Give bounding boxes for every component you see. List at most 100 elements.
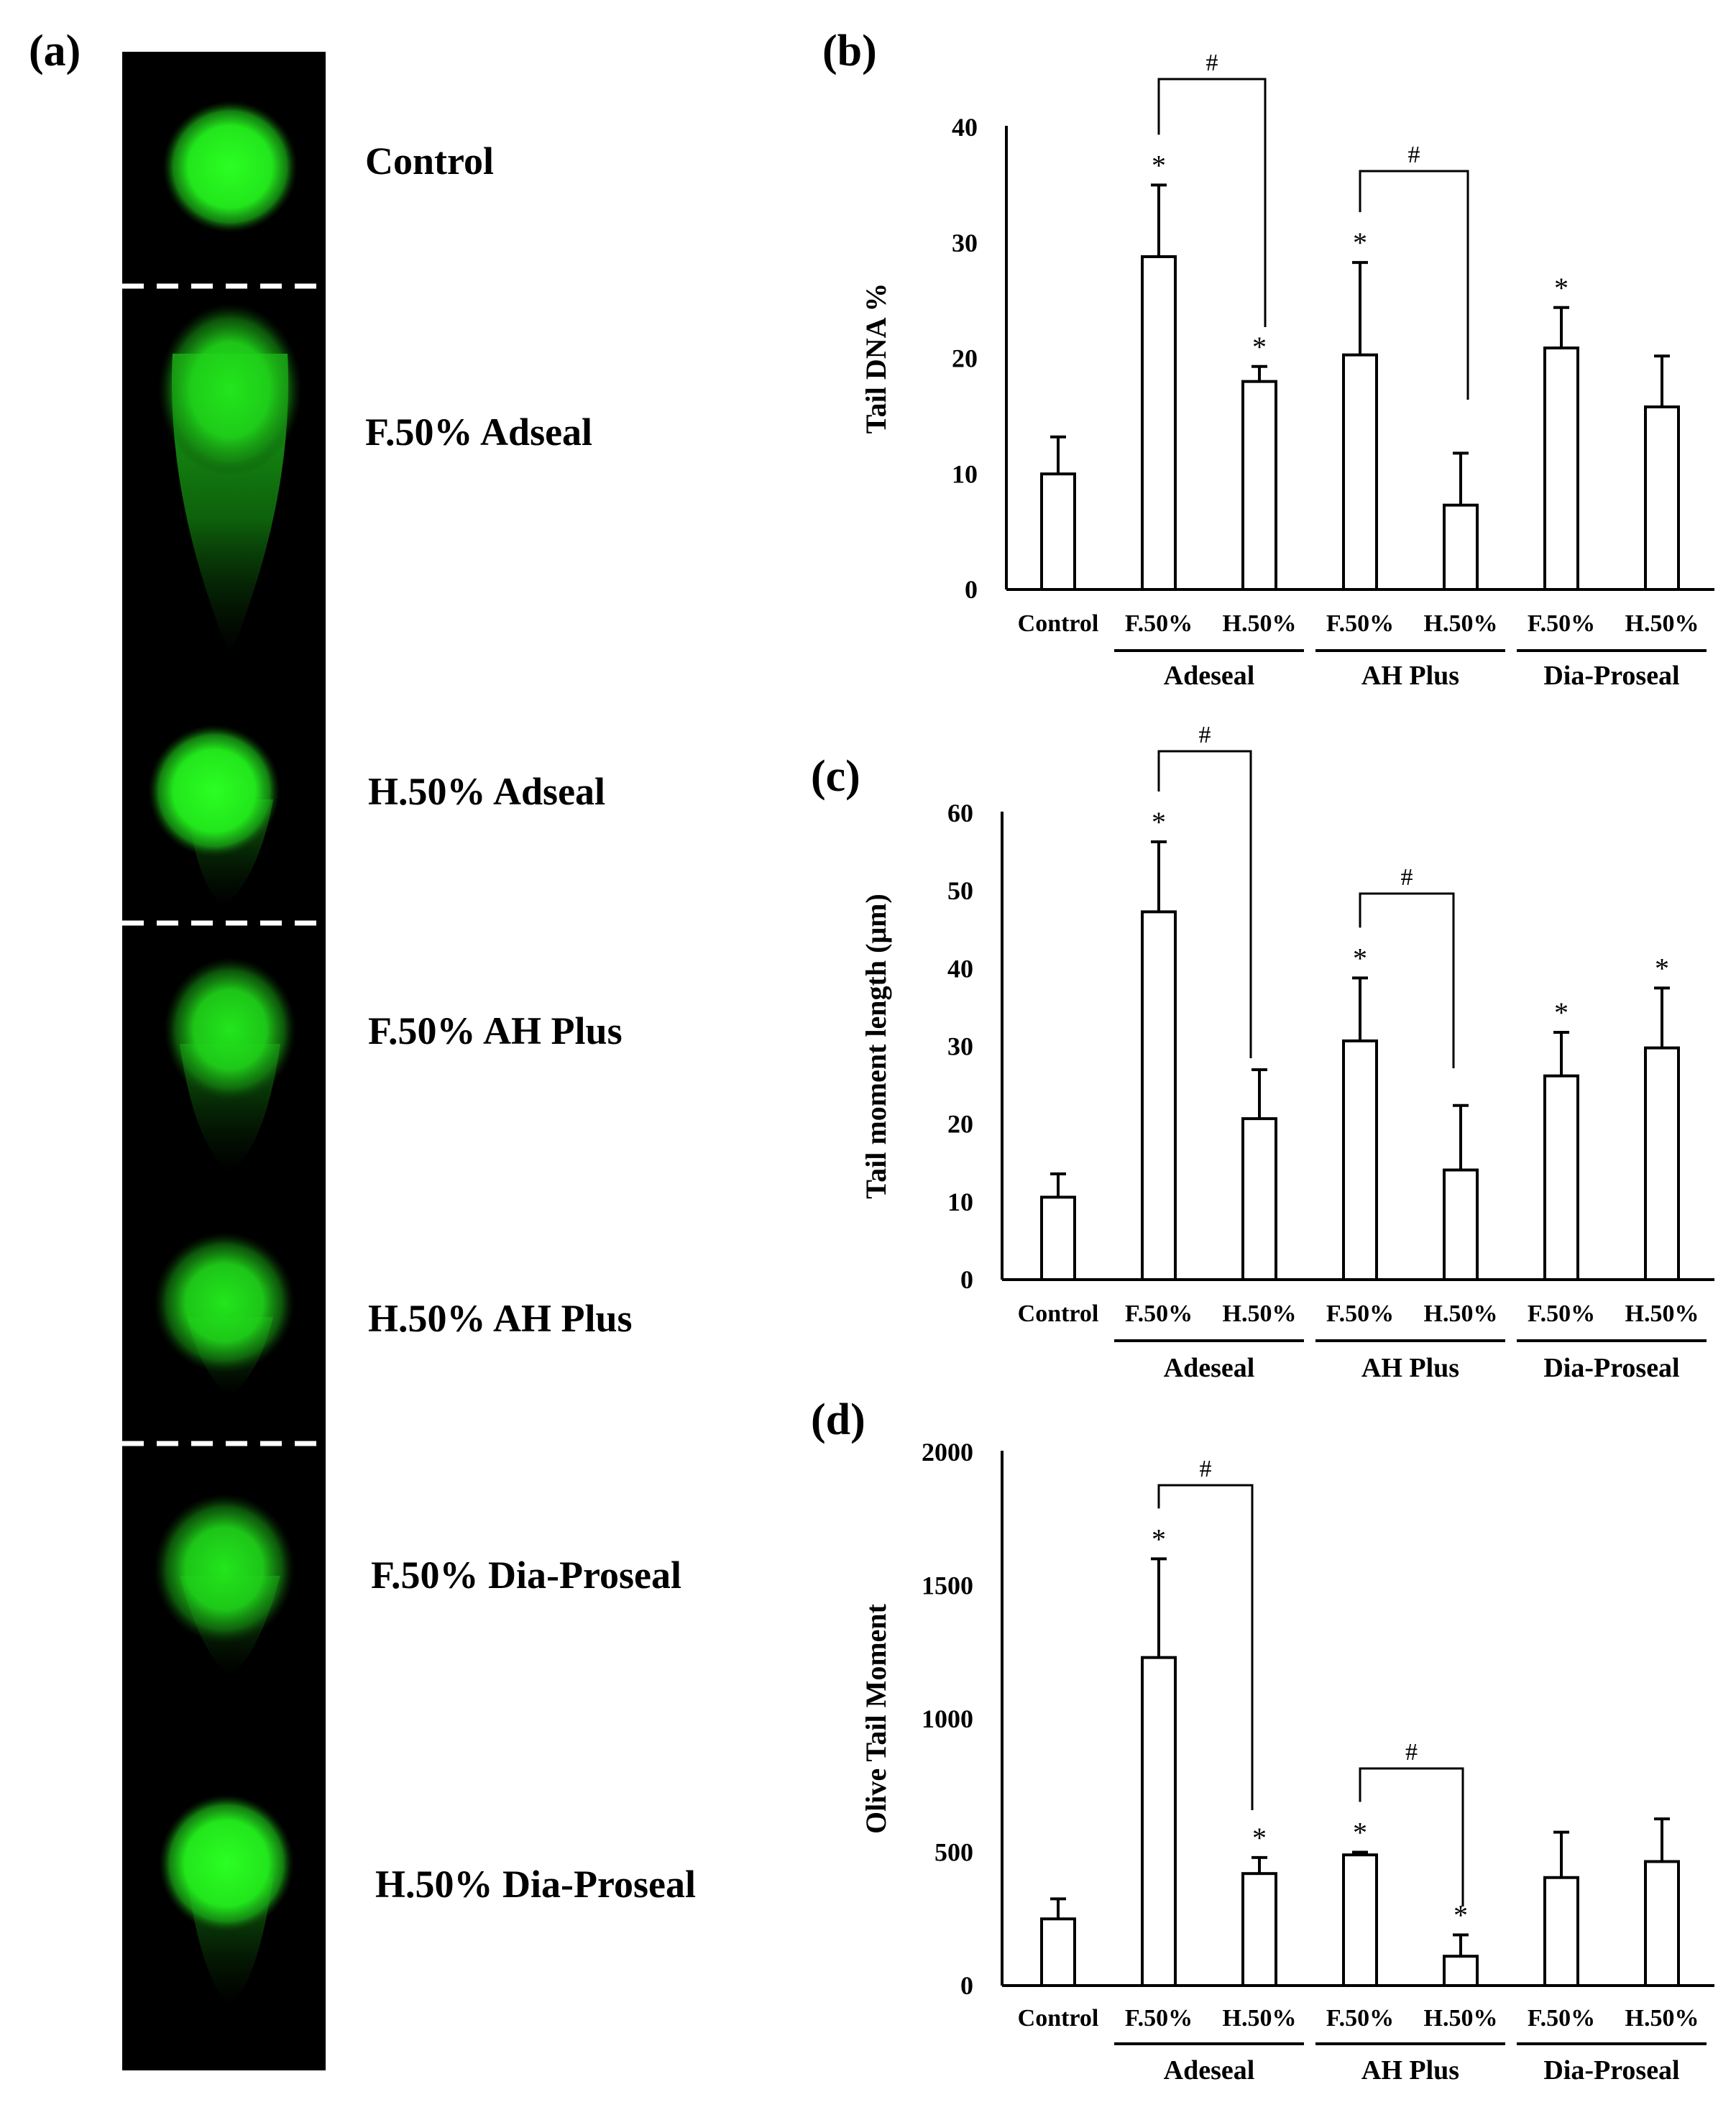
y-tick-label: 0 <box>960 1971 973 2000</box>
x-tick-label: H.50% <box>1625 610 1699 637</box>
comparison-bracket <box>1359 892 1455 1068</box>
y-axis-label: Tail moment length (μm) <box>860 894 892 1199</box>
bar <box>1241 1117 1277 1281</box>
significance-star: * <box>1554 996 1569 1029</box>
significance-star: * <box>1453 1899 1468 1932</box>
bar <box>1040 472 1076 591</box>
comparison-marker: # <box>1206 50 1218 76</box>
y-tick-label: 1000 <box>922 1704 973 1733</box>
panel-label-a: (a) <box>29 27 81 75</box>
bar <box>1342 1853 1378 1987</box>
comparison-marker: # <box>1408 142 1420 168</box>
bar <box>1644 1860 1680 1988</box>
bar <box>1040 1917 1076 1987</box>
x-tick-label: F.50% <box>1528 1300 1595 1327</box>
x-tick-label: F.50% <box>1326 1300 1394 1327</box>
group-label: Adeseal <box>1164 1353 1255 1383</box>
x-tick-label: Control <box>1018 610 1099 637</box>
y-tick-label: 20 <box>947 1110 973 1139</box>
x-tick-label: F.50% <box>1125 1300 1193 1327</box>
group-label: AH Plus <box>1361 1353 1459 1383</box>
comet-f50-adseal <box>158 303 302 656</box>
y-tick-label: 500 <box>934 1838 973 1867</box>
comet-label: F.50% Adseal <box>365 410 593 454</box>
comparison-bracket <box>1157 750 1252 1058</box>
x-tick-label: F.50% <box>1326 610 1394 637</box>
y-tick-label: 2000 <box>922 1438 973 1467</box>
bar <box>1342 1039 1378 1281</box>
comparison-marker: # <box>1200 1456 1212 1482</box>
chart-d: 0 500 1000 1500 2000 Olive Tail Moment Control… <box>860 1438 1714 2085</box>
bar <box>1644 405 1680 592</box>
comparison-marker: # <box>1401 864 1413 891</box>
y-tick-label: 10 <box>952 459 978 488</box>
y-tick-label: 30 <box>952 229 978 257</box>
group-label: AH Plus <box>1361 2055 1459 2085</box>
comet-f50-ahplus <box>164 958 296 1173</box>
x-tick-label: H.50% <box>1625 2005 1699 2032</box>
chart-b: 0 10 20 30 40 Tail DNA % Control * F.50% * H.50% * F… <box>860 50 1714 691</box>
x-tick-label: F.50% <box>1125 610 1193 637</box>
x-tick-label: Control <box>1018 1300 1099 1327</box>
comparison-bracket <box>1359 170 1469 400</box>
significance-star: * <box>1252 331 1267 363</box>
significance-star: * <box>1252 1822 1267 1854</box>
group-label: Adeseal <box>1164 2055 1255 2085</box>
y-tick-label: 30 <box>947 1032 973 1061</box>
group-label: Dia-Proseal <box>1543 1353 1679 1383</box>
panel-label-d: (d) <box>811 1395 865 1444</box>
comparison-bracket <box>1157 78 1267 327</box>
comparison-bracket <box>1157 1484 1254 1810</box>
significance-star: * <box>1152 1523 1166 1555</box>
comparison-bracket <box>1359 1767 1464 1906</box>
x-tick-label: F.50% <box>1326 2005 1394 2032</box>
group-label: AH Plus <box>1361 661 1459 691</box>
panel-label-b: (b) <box>822 27 877 75</box>
x-tick-label: H.50% <box>1424 2005 1498 2032</box>
y-tick-label: 60 <box>947 799 973 827</box>
y-axis-label: Olive Tail Moment <box>860 1603 892 1834</box>
x-tick-label: H.50% <box>1223 2005 1297 2032</box>
comet-label: H.50% AH Plus <box>368 1297 633 1340</box>
comparison-marker: # <box>1405 1739 1418 1766</box>
comet-image-strip <box>122 52 326 2070</box>
comet-h50-diaproseal <box>159 1794 294 2007</box>
x-tick-label: H.50% <box>1424 1300 1498 1327</box>
comet-control <box>162 101 298 233</box>
y-tick-label: 0 <box>965 575 978 604</box>
comet-h50-adseal <box>148 725 280 907</box>
x-tick-label: H.50% <box>1625 1300 1699 1327</box>
x-tick-label: H.50% <box>1424 610 1498 637</box>
group-label: Adeseal <box>1164 661 1255 691</box>
comet-label: H.50% Adseal <box>368 770 606 813</box>
x-tick-label: F.50% <box>1528 610 1595 637</box>
bar <box>1543 1074 1579 1282</box>
comet-label: H.50% Dia-Proseal <box>375 1863 696 1906</box>
significance-star: * <box>1353 226 1367 259</box>
comet-h50-ahplus <box>154 1232 295 1396</box>
comet-label: Control <box>365 139 495 183</box>
group-label: Dia-Proseal <box>1543 661 1679 691</box>
significance-star: * <box>1554 272 1569 304</box>
bar <box>1443 1955 1479 1987</box>
comet-f50-diaproseal <box>154 1494 295 1676</box>
comet-images <box>122 101 326 2007</box>
x-tick-label: F.50% <box>1528 2005 1595 2032</box>
y-tick-label: 40 <box>947 954 973 983</box>
significance-star: * <box>1655 952 1669 984</box>
x-tick-label: H.50% <box>1223 1300 1297 1327</box>
bar <box>1543 347 1579 591</box>
significance-star: * <box>1353 942 1367 974</box>
bar <box>1443 1168 1479 1281</box>
x-tick-label: H.50% <box>1223 610 1297 637</box>
y-axis-label: Tail DNA % <box>860 283 892 434</box>
bar <box>1241 1872 1277 1987</box>
significance-star: * <box>1152 149 1166 181</box>
significance-star: * <box>1152 806 1166 838</box>
y-tick-label: 20 <box>952 344 978 373</box>
group-label: Dia-Proseal <box>1543 2055 1679 2085</box>
bar <box>1141 910 1177 1282</box>
bar <box>1040 1196 1076 1282</box>
bar <box>1644 1046 1680 1281</box>
